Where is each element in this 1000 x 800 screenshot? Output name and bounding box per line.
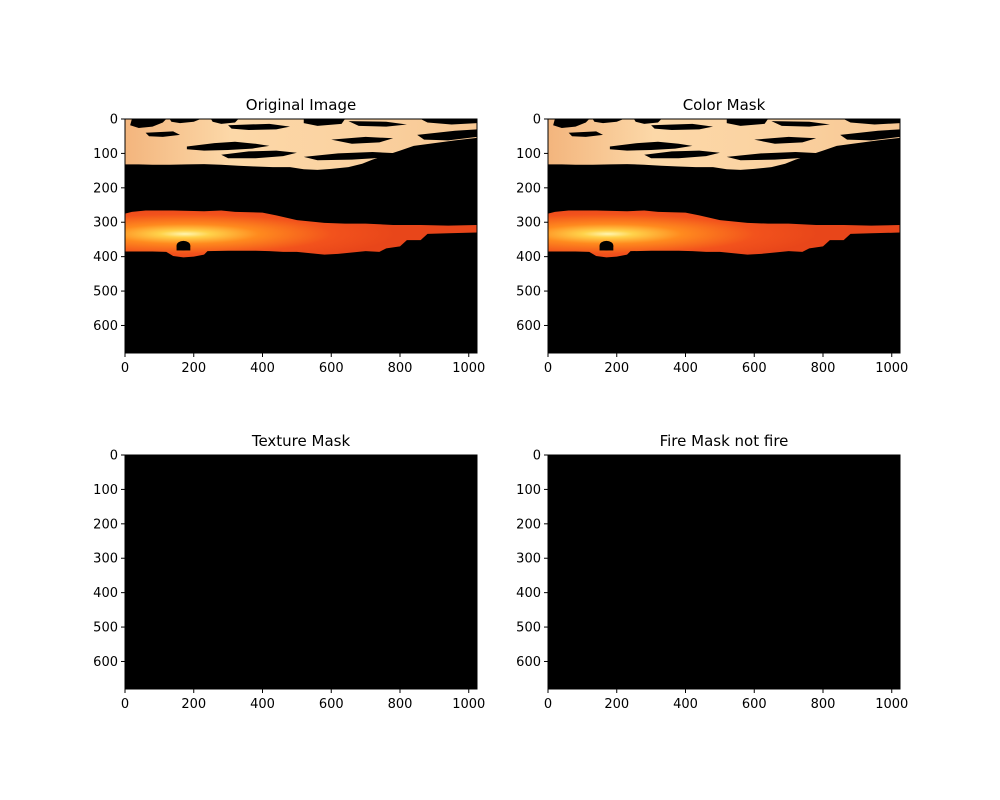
x-tick-label: 600 xyxy=(742,697,767,712)
image-area xyxy=(548,455,900,689)
x-tick-label: 1000 xyxy=(875,361,908,376)
y-tick-label: 100 xyxy=(93,483,118,498)
x-tick-label: 1000 xyxy=(452,361,485,376)
subplot-2: Color Mask 0 200 400 600 800 1000 0 100 200 300 400… xyxy=(516,96,908,376)
y-tick-label: 400 xyxy=(516,586,541,601)
y-tick-label: 600 xyxy=(93,319,118,334)
subplot-title: Fire Mask not fire xyxy=(660,432,789,450)
x-tick-label: 400 xyxy=(250,361,275,376)
axes-frame xyxy=(547,118,901,354)
x-tick-label: 800 xyxy=(388,361,413,376)
x-tick-label: 0 xyxy=(121,361,129,376)
x-tick-label: 200 xyxy=(604,697,629,712)
x-tick-label: 400 xyxy=(673,361,698,376)
y-tick-label: 500 xyxy=(93,285,118,300)
y-tick-label: 500 xyxy=(516,285,541,300)
y-tick-label: 0 xyxy=(533,449,541,464)
y-tick-label: 500 xyxy=(516,621,541,636)
x-tick-label: 600 xyxy=(319,361,344,376)
x-tick-label: 600 xyxy=(742,361,767,376)
x-tick-label: 1000 xyxy=(452,697,485,712)
y-tick-label: 300 xyxy=(93,552,118,567)
x-tick-label: 800 xyxy=(811,697,836,712)
y-tick-label: 400 xyxy=(516,250,541,265)
y-tick-label: 400 xyxy=(93,250,118,265)
y-tick-label: 100 xyxy=(516,483,541,498)
y-tick-label: 200 xyxy=(93,181,118,196)
y-tick-label: 0 xyxy=(110,113,118,128)
y-tick-label: 0 xyxy=(110,449,118,464)
y-tick-label: 500 xyxy=(93,621,118,636)
image-area xyxy=(548,119,900,353)
x-tick-label: 200 xyxy=(181,697,206,712)
x-tick-label: 600 xyxy=(319,697,344,712)
y-tick-label: 300 xyxy=(516,216,541,231)
subplot-4: Fire Mask not fire 0 200 400 600 800 1000 0 100 2… xyxy=(516,432,908,712)
subplot-title: Original Image xyxy=(246,96,356,114)
axes-frame xyxy=(124,454,478,690)
y-tick-label: 200 xyxy=(93,517,118,532)
subplot-1: Original Image 0 200 400 600 800 1000 0 100 200 30… xyxy=(93,96,485,376)
x-tick-label: 800 xyxy=(811,361,836,376)
x-tick-label: 400 xyxy=(250,697,275,712)
y-tick-label: 200 xyxy=(516,181,541,196)
y-tick-label: 200 xyxy=(516,517,541,532)
y-tick-label: 0 xyxy=(533,113,541,128)
y-tick-label: 100 xyxy=(516,147,541,162)
y-tick-label: 600 xyxy=(93,655,118,670)
x-tick-label: 200 xyxy=(604,361,629,376)
x-tick-label: 0 xyxy=(544,697,552,712)
axes-frame xyxy=(547,454,901,690)
x-tick-label: 200 xyxy=(181,361,206,376)
y-tick-label: 300 xyxy=(93,216,118,231)
x-tick-label: 0 xyxy=(544,361,552,376)
image-area xyxy=(125,119,477,353)
subplot-title: Color Mask xyxy=(683,96,766,114)
subplot-3: Texture Mask 0 200 400 600 800 1000 0 100 200 300 4… xyxy=(93,432,485,712)
y-tick-label: 600 xyxy=(516,655,541,670)
x-tick-label: 400 xyxy=(673,697,698,712)
x-tick-label: 1000 xyxy=(875,697,908,712)
image-area xyxy=(125,455,477,689)
axes-frame xyxy=(124,118,478,354)
y-tick-label: 400 xyxy=(93,586,118,601)
y-tick-label: 300 xyxy=(516,552,541,567)
x-tick-label: 800 xyxy=(388,697,413,712)
y-tick-label: 100 xyxy=(93,147,118,162)
y-tick-label: 600 xyxy=(516,319,541,334)
subplot-title: Texture Mask xyxy=(251,432,351,450)
x-tick-label: 0 xyxy=(121,697,129,712)
